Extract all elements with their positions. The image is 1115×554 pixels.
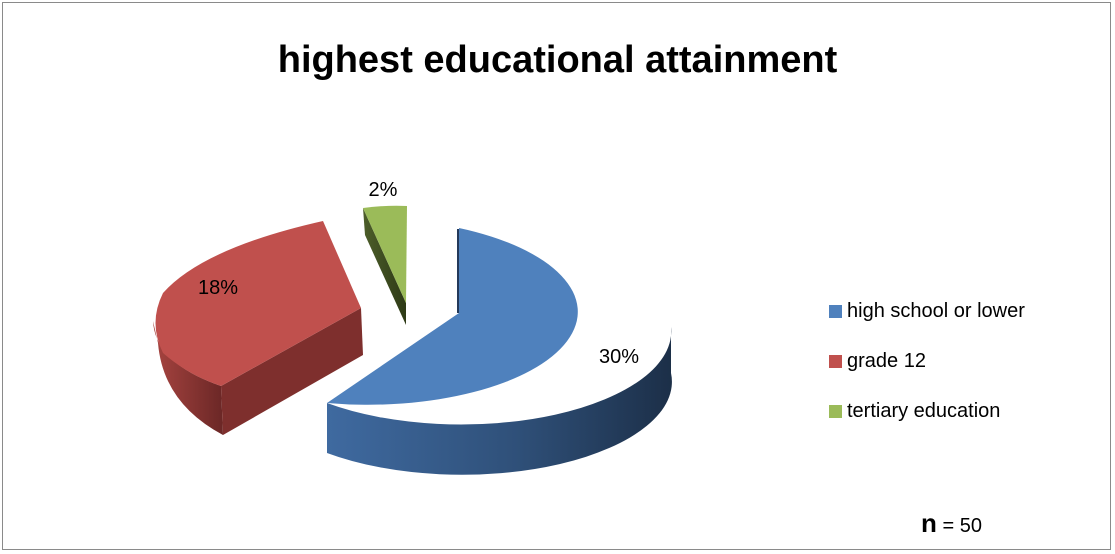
data-label-grade-12: 18% [198, 277, 238, 299]
slice-cut-grade-12 [221, 308, 363, 435]
legend: high school or lower grade 12 tertiary e… [829, 299, 1025, 449]
slice-high-school-or-lower [327, 228, 578, 405]
sample-size-symbol: n [921, 508, 937, 538]
legend-item-high-school-or-lower: high school or lower [829, 299, 1025, 323]
slice-side-grade-12 [153, 321, 223, 435]
slice-side-tertiary-education [363, 208, 406, 325]
legend-label: grade 12 [847, 349, 926, 372]
data-label-high-school-or-lower: 30% [599, 346, 639, 368]
legend-swatch [829, 304, 842, 318]
sample-size-value: = 50 [942, 515, 982, 537]
chart-title: highest educational attainment [277, 39, 838, 81]
legend-swatch [829, 354, 842, 368]
legend-label: high school or lower [847, 299, 1025, 322]
slice-tertiary-education [363, 205, 407, 303]
data-label-tertiary-education: 2% [369, 179, 398, 201]
legend-swatch [829, 404, 842, 418]
pie-chart: 30% 18% 2% [153, 179, 672, 475]
sample-size-note: n = 50 [921, 508, 982, 539]
legend-label: tertiary education [847, 399, 1001, 422]
legend-item-tertiary-education: tertiary education [829, 399, 1025, 423]
slice-grade-12 [155, 221, 361, 386]
slice-side-high-school-or-lower [327, 327, 672, 475]
legend-item-grade-12: grade 12 [829, 349, 1025, 373]
